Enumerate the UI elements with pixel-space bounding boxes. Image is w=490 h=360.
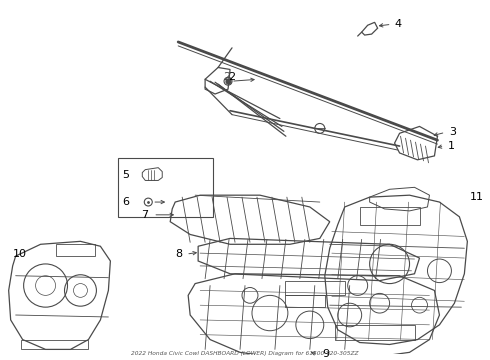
Text: 7: 7 bbox=[141, 210, 148, 220]
Text: 4: 4 bbox=[394, 19, 402, 29]
Text: 3: 3 bbox=[449, 127, 456, 137]
Text: 6: 6 bbox=[122, 197, 129, 207]
Text: 2: 2 bbox=[228, 72, 235, 82]
Text: 8: 8 bbox=[175, 249, 182, 259]
Text: 11: 11 bbox=[469, 192, 483, 202]
Bar bbox=[285, 281, 345, 295]
Bar bbox=[335, 325, 415, 339]
FancyBboxPatch shape bbox=[119, 158, 213, 217]
Text: 2022 Honda Civic Cowl DASHBOARD (LOWER) Diagram for 61500-T20-305ZZ: 2022 Honda Civic Cowl DASHBOARD (LOWER) … bbox=[131, 351, 359, 356]
Bar bbox=[360, 207, 419, 225]
Text: 2: 2 bbox=[223, 72, 230, 82]
Text: 1: 1 bbox=[447, 141, 454, 151]
Bar bbox=[55, 244, 96, 256]
Bar bbox=[285, 295, 325, 307]
Text: 5: 5 bbox=[122, 170, 129, 180]
Text: 10: 10 bbox=[13, 249, 26, 259]
Text: 9: 9 bbox=[322, 349, 329, 359]
